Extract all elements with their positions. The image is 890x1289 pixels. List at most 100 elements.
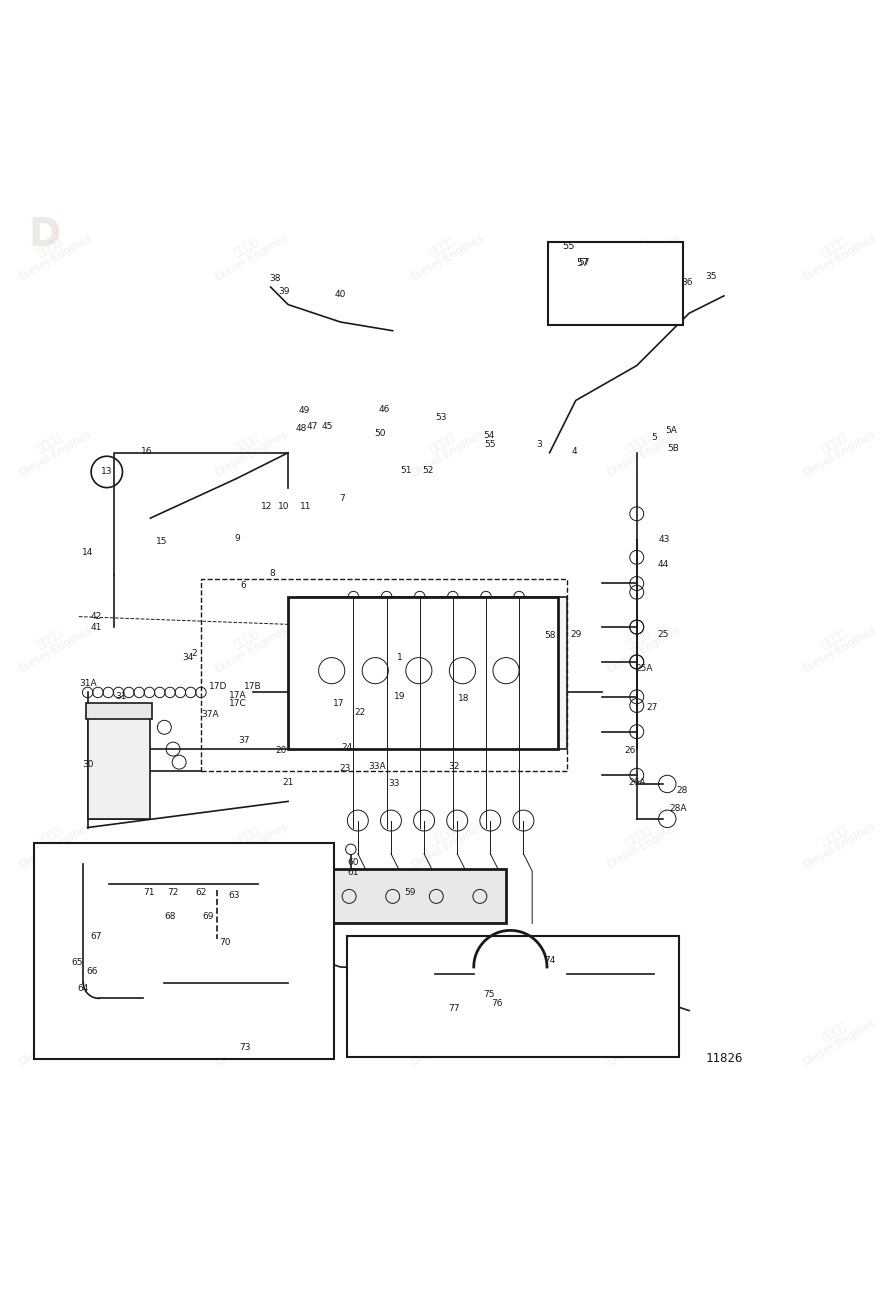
Text: 12: 12 — [261, 503, 272, 512]
Text: 柴发动力
Diesel·Engines: 柴发动力 Diesel·Engines — [208, 419, 290, 478]
Text: 28: 28 — [676, 786, 688, 795]
Bar — [548, 242, 683, 325]
Text: 40: 40 — [335, 290, 346, 299]
Text: 柴发动力
Diesel·Engines: 柴发动力 Diesel·Engines — [600, 1007, 682, 1066]
Text: 29: 29 — [570, 629, 581, 638]
Text: D: D — [28, 215, 61, 254]
Text: 49: 49 — [298, 406, 310, 415]
Text: 31: 31 — [115, 692, 126, 701]
Text: 19: 19 — [394, 692, 406, 701]
Text: 柴发动力
Diesel·Engines: 柴发动力 Diesel·Engines — [404, 615, 486, 674]
Text: 68: 68 — [165, 911, 176, 920]
Text: 柴发动力
Diesel·Engines: 柴发动力 Diesel·Engines — [404, 811, 486, 870]
Text: 柴发动力
Diesel·Engines: 柴发动力 Diesel·Engines — [600, 223, 682, 282]
Text: 20: 20 — [275, 746, 287, 755]
Text: 67: 67 — [91, 932, 102, 941]
Text: 34: 34 — [182, 654, 193, 663]
Text: 7: 7 — [339, 494, 345, 503]
Text: 柴发动力
Diesel·Engines: 柴发动力 Diesel·Engines — [208, 1007, 290, 1066]
Text: 52: 52 — [422, 465, 433, 474]
Text: 柴发动力
Diesel·Engines: 柴发动力 Diesel·Engines — [797, 223, 878, 282]
Bar — [288, 597, 558, 749]
Bar — [297, 597, 567, 749]
Text: 2: 2 — [191, 648, 197, 657]
Text: 26: 26 — [624, 746, 635, 755]
Text: 46: 46 — [378, 405, 390, 414]
Text: 73: 73 — [239, 1043, 250, 1052]
Text: 41: 41 — [91, 623, 102, 632]
Text: 57: 57 — [578, 258, 590, 267]
Text: 57: 57 — [577, 258, 589, 268]
Text: 45: 45 — [321, 422, 333, 431]
Text: 76: 76 — [491, 999, 503, 1008]
Text: 柴发动力
Diesel·Engines: 柴发动力 Diesel·Engines — [12, 223, 93, 282]
Text: 47: 47 — [307, 422, 319, 431]
Text: 柴发动力
Diesel·Engines: 柴发动力 Diesel·Engines — [797, 615, 878, 674]
Text: 1: 1 — [397, 654, 402, 663]
Text: 65: 65 — [71, 958, 83, 967]
Text: 69: 69 — [202, 911, 214, 920]
Text: 59: 59 — [404, 888, 416, 897]
Bar — [201, 579, 567, 771]
Text: 39: 39 — [278, 287, 289, 296]
Text: 柴发动力
Diesel·Engines: 柴发动力 Diesel·Engines — [600, 615, 682, 674]
Text: 16: 16 — [142, 446, 153, 455]
Text: 柴发动力
Diesel·Engines: 柴发动力 Diesel·Engines — [404, 223, 486, 282]
Text: 18: 18 — [458, 693, 470, 703]
Text: 23: 23 — [339, 764, 351, 773]
Text: 4: 4 — [571, 446, 577, 455]
Text: 柴发动力
Diesel·Engines: 柴发动力 Diesel·Engines — [600, 811, 682, 870]
Text: 43: 43 — [659, 535, 670, 544]
Text: 35: 35 — [705, 272, 716, 281]
Text: 11: 11 — [300, 503, 311, 512]
Text: 柴发动力
Diesel·Engines: 柴发动力 Diesel·Engines — [797, 1007, 878, 1066]
Text: 77: 77 — [448, 1004, 459, 1013]
Text: 37A: 37A — [201, 710, 218, 719]
Text: 58: 58 — [544, 632, 555, 641]
Text: 26A: 26A — [628, 777, 645, 786]
Text: 50: 50 — [374, 429, 385, 438]
Bar — [34, 843, 335, 1060]
Text: 44: 44 — [658, 559, 668, 568]
Text: 54: 54 — [483, 431, 494, 440]
Text: 71: 71 — [143, 888, 154, 897]
Text: 柴发动力
Diesel·Engines: 柴发动力 Diesel·Engines — [797, 811, 878, 870]
Text: 36: 36 — [682, 278, 693, 287]
Bar — [347, 937, 678, 1057]
Text: 72: 72 — [167, 888, 179, 897]
Bar — [214, 993, 277, 1026]
Text: 8: 8 — [270, 568, 275, 577]
Text: 15: 15 — [156, 538, 167, 547]
Text: 48: 48 — [295, 424, 307, 433]
Text: 13: 13 — [101, 468, 112, 477]
Text: 25: 25 — [657, 629, 668, 638]
Text: 柴发动力
Diesel·Engines: 柴发动力 Diesel·Engines — [208, 615, 290, 674]
Text: 柴发动力
Diesel·Engines: 柴发动力 Diesel·Engines — [208, 811, 290, 870]
Text: 32: 32 — [448, 762, 459, 771]
Text: 27: 27 — [647, 703, 658, 712]
Text: 9: 9 — [235, 534, 240, 543]
Text: 55: 55 — [562, 241, 575, 251]
Text: 5B: 5B — [668, 443, 679, 452]
Text: 64: 64 — [77, 985, 89, 994]
Text: 61: 61 — [348, 869, 360, 878]
Text: 51: 51 — [400, 465, 411, 474]
Text: 74: 74 — [544, 955, 555, 964]
Text: 柴发动力
Diesel·Engines: 柴发动力 Diesel·Engines — [12, 1007, 93, 1066]
Text: 70: 70 — [220, 938, 231, 947]
Bar — [86, 703, 152, 718]
Text: 22: 22 — [354, 708, 365, 717]
Text: 6: 6 — [240, 581, 246, 590]
Text: 37: 37 — [239, 736, 250, 745]
Text: 柴发动力
Diesel·Engines: 柴发动力 Diesel·Engines — [404, 419, 486, 478]
Text: 11826: 11826 — [705, 1052, 742, 1065]
Text: 柴发动力
Diesel·Engines: 柴发动力 Diesel·Engines — [12, 419, 93, 478]
Text: 5: 5 — [651, 433, 657, 442]
Text: 17C: 17C — [229, 699, 247, 708]
Text: 17: 17 — [333, 699, 344, 708]
Text: 24: 24 — [342, 742, 353, 751]
Text: 柴发动力
Diesel·Engines: 柴发动力 Diesel·Engines — [12, 811, 93, 870]
Text: 53: 53 — [435, 414, 447, 423]
Text: 33: 33 — [389, 780, 400, 789]
Bar — [87, 714, 150, 819]
